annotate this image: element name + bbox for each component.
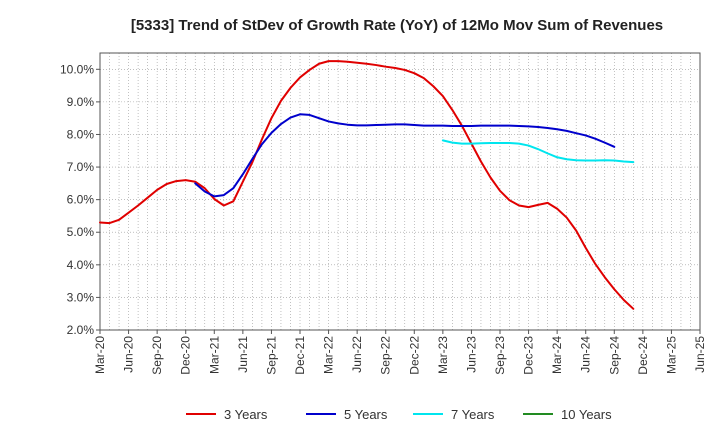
x-tick-label: Dec-20 — [179, 336, 193, 375]
x-tick-label: Sep-24 — [607, 336, 621, 375]
y-tick-label: 6.0% — [67, 193, 95, 207]
x-tick-label: Sep-21 — [264, 336, 278, 375]
x-tick-label: Jun-20 — [122, 336, 136, 373]
x-tick-label: Jun-23 — [464, 336, 478, 373]
y-tick-label: 9.0% — [67, 95, 95, 109]
chart-title: [5333] Trend of StDev of Growth Rate (Yo… — [131, 17, 663, 34]
series-line-3-years — [99, 60, 635, 310]
x-tick-label: Sep-20 — [150, 336, 164, 375]
series-lines — [99, 60, 635, 310]
x-tick-label: Mar-25 — [664, 336, 678, 374]
y-tick-label: 3.0% — [67, 290, 95, 304]
x-tick-label: Dec-22 — [407, 336, 421, 375]
x-tick-label: Dec-23 — [522, 336, 536, 375]
grid-lines — [100, 53, 700, 331]
x-tick-label: Dec-21 — [293, 336, 307, 375]
y-tick-label: 10.0% — [60, 62, 94, 76]
y-tick-label: 5.0% — [67, 225, 95, 239]
legend-label: 7 Years — [451, 407, 495, 422]
legend-label: 5 Years — [344, 407, 388, 422]
series-line-7-years — [441, 139, 635, 164]
x-tick-label: Mar-23 — [436, 336, 450, 374]
x-tick-label: Sep-22 — [379, 336, 393, 375]
x-tick-label: Jun-25 — [693, 336, 707, 373]
plot-frame — [99, 52, 701, 331]
y-tick-label: 4.0% — [67, 258, 95, 272]
x-tick-label: Mar-24 — [550, 336, 564, 374]
x-tick-label: Dec-24 — [636, 336, 650, 375]
legend-label: 3 Years — [224, 407, 268, 422]
x-axis: Mar-20 Jun-20 Sep-20 Dec-20 Mar-21 Jun-21 Sep-… — [93, 330, 707, 375]
x-tick-label: Jun-21 — [236, 336, 250, 373]
x-tick-label: Mar-20 — [93, 336, 107, 374]
x-tick-label: Sep-23 — [493, 336, 507, 375]
y-tick-label: 2.0% — [67, 323, 95, 337]
legend: 3 Years 5 Years 7 Years 10 Years — [186, 407, 612, 422]
legend-label: 10 Years — [561, 407, 612, 422]
x-tick-label: Mar-22 — [322, 336, 336, 374]
x-tick-label: Jun-24 — [579, 336, 593, 373]
y-tick-label: 8.0% — [67, 127, 95, 141]
x-tick-label: Jun-22 — [350, 336, 364, 373]
series-line-5-years — [194, 113, 616, 198]
x-tick-label: Mar-21 — [207, 336, 221, 374]
y-tick-label: 7.0% — [67, 160, 95, 174]
y-axis: 2.0% 3.0% 4.0% 5.0% 6.0% 7.0% 8.0% 9.0% 10.0% — [60, 62, 100, 337]
